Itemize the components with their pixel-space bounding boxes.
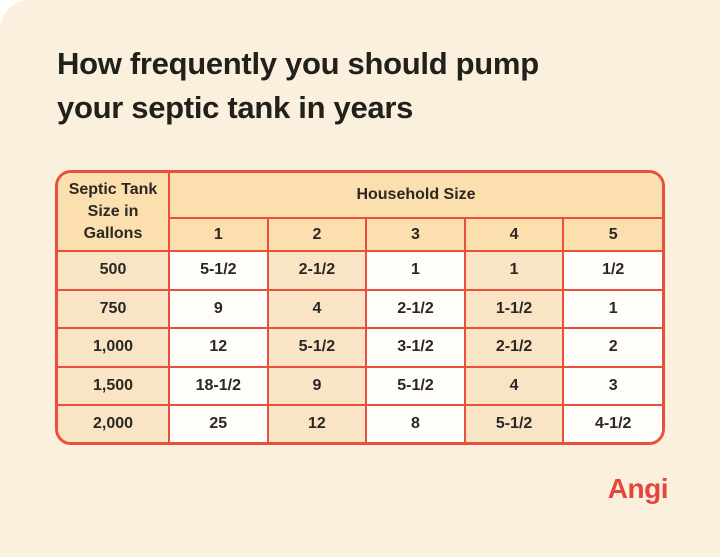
column-header-household-4: 4: [463, 217, 565, 252]
page-title-line-2: your septic tank in years: [57, 90, 414, 125]
table-cell: 2-1/2: [463, 327, 565, 368]
table-cell: 4-1/2: [562, 404, 662, 442]
table-cell-gallons: 1,500: [58, 365, 170, 407]
table-row-750: 750 9 4 2-1/2 1-1/2 1: [58, 288, 662, 330]
table-cell: 4: [463, 365, 565, 407]
table-cell: 12: [266, 404, 368, 442]
table-row-1000: 1,000 12 5-1/2 3-1/2 2-1/2 2: [58, 327, 662, 368]
table-cell-gallons: 750: [58, 288, 170, 330]
table-cell: 8: [365, 404, 466, 442]
table-row-500: 500 5-1/2 2-1/2 1 1 1/2: [58, 250, 662, 291]
septic-pump-frequency-table-frame: Septic Tank Size in Gallons Household Si…: [55, 170, 665, 445]
page-title-line-1: How frequently you should pump: [57, 46, 539, 81]
table-cell: 1/2: [562, 250, 662, 291]
table-cell: 18-1/2: [168, 365, 269, 407]
column-header-household-2: 2: [266, 217, 368, 252]
table-cell: 1: [365, 250, 466, 291]
table-header-row: Septic Tank Size in Gallons Household Si…: [58, 173, 662, 252]
table-cell: 3: [562, 365, 662, 407]
table-cell-gallons: 2,000: [58, 404, 170, 442]
table-cell: 5-1/2: [365, 365, 466, 407]
column-header-household-3: 3: [365, 217, 466, 252]
table-cell: 1: [562, 288, 662, 330]
table-cell: 25: [168, 404, 269, 442]
table-cell: 5-1/2: [168, 250, 269, 291]
table-cell: 9: [168, 288, 269, 330]
septic-pump-frequency-table: Septic Tank Size in Gallons Household Si…: [58, 173, 662, 442]
table-cell: 2: [562, 327, 662, 368]
angi-logo: Angi: [607, 473, 669, 504]
table-cell: 3-1/2: [365, 327, 466, 368]
column-header-household-1: 1: [168, 217, 269, 252]
table-cell: 2-1/2: [266, 250, 368, 291]
table-cell: 4: [266, 288, 368, 330]
table-cell: 5-1/2: [266, 327, 368, 368]
table-subheader-row: 1 2 3 4 5: [58, 217, 662, 252]
table-cell-gallons: 1,000: [58, 327, 170, 368]
page-title: How frequently you should pump your sept…: [57, 42, 677, 130]
table-row-2000: 2,000 25 12 8 5-1/2 4-1/2: [58, 404, 662, 442]
corner-header-septic-tank-size: Septic Tank Size in Gallons: [58, 173, 170, 252]
table-cell: 5-1/2: [463, 404, 565, 442]
table-cell-gallons: 500: [58, 250, 170, 291]
group-header-household-size: Household Size: [168, 173, 662, 219]
table-cell: 1: [463, 250, 565, 291]
table-cell: 9: [266, 365, 368, 407]
table-cell: 2-1/2: [365, 288, 466, 330]
table-cell: 12: [168, 327, 269, 368]
column-header-household-5: 5: [562, 217, 662, 252]
table-row-1500: 1,500 18-1/2 9 5-1/2 4 3: [58, 365, 662, 407]
table-cell: 1-1/2: [463, 288, 565, 330]
